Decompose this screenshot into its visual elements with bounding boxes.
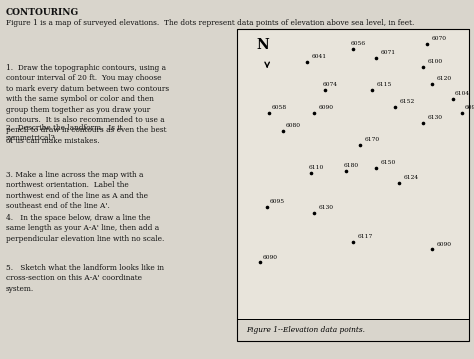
Text: 6124: 6124 <box>404 175 419 180</box>
Text: 6041: 6041 <box>311 55 327 60</box>
Text: 6130: 6130 <box>318 205 333 210</box>
Text: 6180: 6180 <box>344 163 359 168</box>
Text: 6090: 6090 <box>437 242 452 247</box>
Text: 6104: 6104 <box>455 91 470 96</box>
Text: N: N <box>257 38 270 52</box>
Text: CONTOURING: CONTOURING <box>6 8 79 17</box>
Text: 6070: 6070 <box>432 36 447 41</box>
Text: 6058: 6058 <box>272 105 287 110</box>
Text: 6095: 6095 <box>270 200 284 204</box>
Text: 6115: 6115 <box>376 82 392 87</box>
Text: 6074: 6074 <box>323 82 338 87</box>
Text: Figure 1--Elevation data points.: Figure 1--Elevation data points. <box>246 326 365 334</box>
Text: Figure 1 is a map of surveyed elevations.  The dots represent data points of ele: Figure 1 is a map of surveyed elevations… <box>6 19 414 27</box>
Text: 5.   Sketch what the landform looks like in
cross-section on this A-A' coordinat: 5. Sketch what the landform looks like i… <box>6 264 164 293</box>
Text: 6110: 6110 <box>309 165 324 170</box>
Text: 6120: 6120 <box>437 76 452 81</box>
Text: 6130: 6130 <box>427 115 442 120</box>
Text: 6094: 6094 <box>465 105 474 110</box>
Text: 6080: 6080 <box>286 123 301 127</box>
Text: 6117: 6117 <box>358 234 373 239</box>
Text: 2.  Describe the landform.  Is it
symmetrical?: 2. Describe the landform. Is it symmetri… <box>6 124 122 143</box>
Text: 6056: 6056 <box>351 41 366 46</box>
Text: 6150: 6150 <box>381 160 396 165</box>
Text: 6071: 6071 <box>381 50 396 55</box>
Text: 6170: 6170 <box>365 137 380 142</box>
Text: 3. Make a line across the map with a
northwest orientation.  Label the
northwest: 3. Make a line across the map with a nor… <box>6 171 148 210</box>
Text: 6090: 6090 <box>318 105 333 110</box>
Text: 1.  Draw the topographic contours, using a
contour interval of 20 ft.  You may c: 1. Draw the topographic contours, using … <box>6 64 169 145</box>
Text: 4.   In the space below, draw a line the
same length as your A-A' line, then add: 4. In the space below, draw a line the s… <box>6 214 164 243</box>
Text: 6090: 6090 <box>263 255 277 260</box>
Text: 6100: 6100 <box>427 59 442 64</box>
Text: 6152: 6152 <box>400 99 415 104</box>
